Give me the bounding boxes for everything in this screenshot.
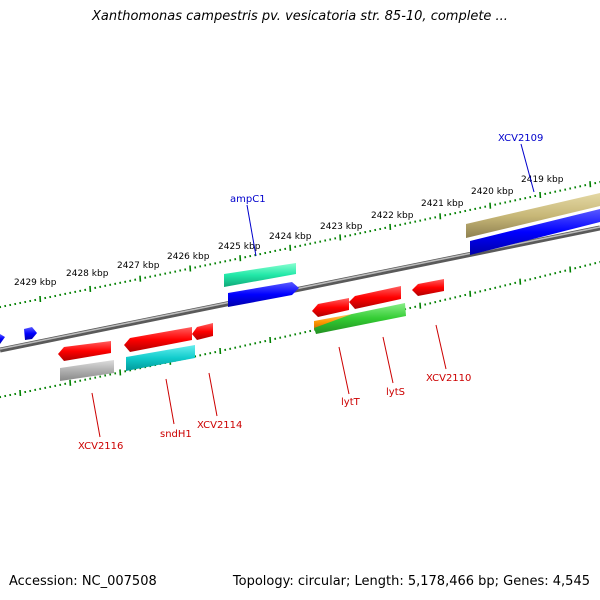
- gene-XCV2110-feature[interactable]: [412, 279, 444, 296]
- scale-label: 2422 kbp: [371, 211, 414, 221]
- gene-label-lytT[interactable]: lytT: [341, 397, 361, 408]
- leader-XCV2109: [520, 143, 535, 193]
- reverse-strand-genes: [58, 279, 444, 381]
- genome-backbone: [0, 225, 600, 353]
- scale-label: 2427 kbp: [117, 261, 160, 271]
- gene-feature[interactable]: [126, 345, 195, 371]
- gene-label-XCV2114[interactable]: XCV2114: [197, 420, 242, 431]
- scale-label: 2429 kbp: [14, 278, 57, 288]
- leader-lytS: [382, 336, 394, 384]
- scale-label: 2424 kbp: [269, 232, 312, 242]
- gene-feature[interactable]: [60, 360, 114, 381]
- gene-XCV2116-feature[interactable]: [58, 341, 111, 361]
- gene-label-XCV2110[interactable]: XCV2110: [426, 373, 471, 384]
- gene-ampC1-feature[interactable]: [224, 263, 296, 287]
- gene-label-XCV2109[interactable]: XCV2109: [498, 133, 543, 144]
- leader-XCV2110: [435, 324, 447, 370]
- forward-strand-genes: [0, 193, 600, 344]
- scale-labels: 2429 kbp 2428 kbp 2427 kbp 2426 kbp 2425…: [14, 175, 564, 288]
- scale-label: 2420 kbp: [471, 187, 514, 197]
- gene-feature[interactable]: [0, 334, 5, 344]
- gene-sndH1-feature[interactable]: [124, 327, 192, 352]
- gene-XCV2114-feature[interactable]: [192, 323, 213, 340]
- gene-feature[interactable]: [228, 282, 299, 307]
- gene-label-sndH1[interactable]: sndH1: [160, 429, 192, 440]
- gene-XCV2109-feature[interactable]: [466, 193, 600, 238]
- gene-lytS-feature[interactable]: [349, 286, 401, 309]
- gene-lytT-feature[interactable]: [312, 298, 349, 317]
- label-leaders: [91, 143, 535, 438]
- gene-feature[interactable]: [24, 327, 37, 340]
- gene-label-lytS[interactable]: lytS: [386, 387, 405, 398]
- gene-label-ampC1[interactable]: ampC1: [230, 194, 266, 205]
- scale-label: 2426 kbp: [167, 252, 210, 262]
- scale-label: 2423 kbp: [320, 222, 363, 232]
- leader-XCV2114: [208, 372, 218, 417]
- leader-sndH1: [165, 378, 175, 425]
- map-title: Xanthomonas campestris pv. vesicatoria s…: [92, 9, 508, 24]
- leader-lytT: [338, 346, 350, 395]
- scale-label: 2425 kbp: [218, 242, 261, 252]
- gene-feature[interactable]: [314, 303, 406, 334]
- leader-XCV2116: [91, 392, 101, 438]
- gene-labels: ampC1 XCV2109 XCV2116 sndH1 XCV2114 lytT…: [78, 133, 543, 452]
- scale-label: 2421 kbp: [421, 199, 464, 209]
- scale-label: 2419 kbp: [521, 175, 564, 185]
- genome-backbone-highlight: [0, 226, 600, 350]
- accession-text: Accession: NC_007508: [9, 574, 157, 589]
- outer-scale-ticks: [0, 181, 600, 309]
- topology-text: Topology: circular; Length: 5,178,466 bp…: [232, 574, 590, 589]
- gene-feature[interactable]: [470, 209, 600, 255]
- leader-ampC1: [246, 204, 257, 257]
- scale-label: 2428 kbp: [66, 269, 109, 279]
- gene-label-XCV2116[interactable]: XCV2116: [78, 441, 123, 452]
